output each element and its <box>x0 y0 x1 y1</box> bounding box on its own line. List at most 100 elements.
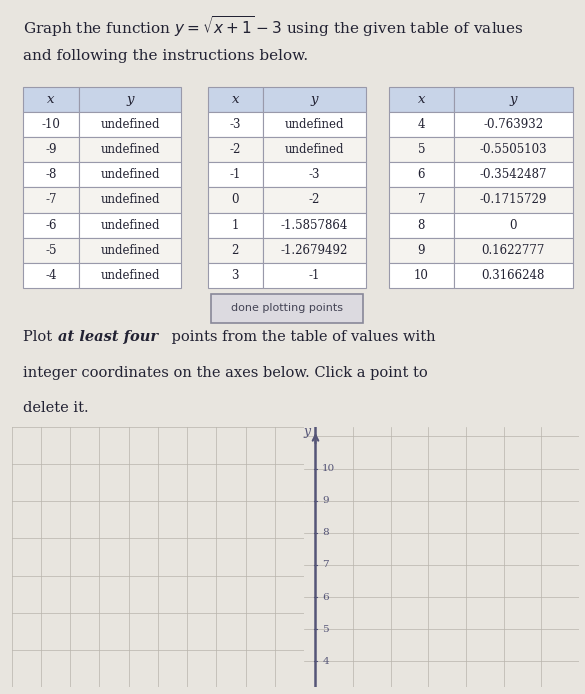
Bar <box>208 87 263 112</box>
Bar <box>23 112 78 137</box>
Bar <box>453 237 573 263</box>
Text: 6: 6 <box>322 593 329 602</box>
Text: -10: -10 <box>42 118 60 131</box>
Text: integer coordinates on the axes below. Click a point to: integer coordinates on the axes below. C… <box>23 366 428 380</box>
Text: -0.5505103: -0.5505103 <box>480 143 547 156</box>
Bar <box>389 237 453 263</box>
Bar <box>453 212 573 238</box>
Text: undefined: undefined <box>100 169 160 181</box>
Bar <box>389 212 453 238</box>
Text: 4: 4 <box>418 118 425 131</box>
Text: x: x <box>418 93 425 105</box>
Text: -3: -3 <box>308 169 320 181</box>
Text: undefined: undefined <box>100 269 160 282</box>
Text: -8: -8 <box>46 169 57 181</box>
Bar <box>208 137 263 162</box>
Bar <box>389 162 453 187</box>
Text: y: y <box>311 93 318 105</box>
Bar <box>23 263 78 288</box>
Text: 9: 9 <box>322 496 329 505</box>
Text: 7: 7 <box>418 194 425 206</box>
Text: 2: 2 <box>232 244 239 257</box>
Text: 0: 0 <box>232 194 239 206</box>
Text: 3: 3 <box>232 269 239 282</box>
Bar <box>23 87 78 112</box>
Text: y: y <box>510 93 517 105</box>
Text: 0: 0 <box>510 219 517 232</box>
Text: -0.3542487: -0.3542487 <box>480 169 547 181</box>
Bar <box>389 263 453 288</box>
Text: 9: 9 <box>418 244 425 257</box>
Bar <box>389 87 453 112</box>
Text: -1.2679492: -1.2679492 <box>281 244 348 257</box>
Bar <box>78 162 181 187</box>
Bar <box>23 137 78 162</box>
Bar <box>263 212 366 238</box>
Text: undefined: undefined <box>100 118 160 131</box>
Text: at least four: at least four <box>58 330 159 344</box>
Text: -5: -5 <box>45 244 57 257</box>
Bar <box>23 237 78 263</box>
Bar <box>78 87 181 112</box>
Text: y: y <box>304 425 311 438</box>
Text: -1.5857864: -1.5857864 <box>281 219 348 232</box>
Text: done plotting points: done plotting points <box>230 303 343 313</box>
Bar <box>208 263 263 288</box>
Text: 0.1622777: 0.1622777 <box>481 244 545 257</box>
Text: undefined: undefined <box>284 143 344 156</box>
Bar <box>453 187 573 212</box>
Text: -6: -6 <box>45 219 57 232</box>
Bar <box>263 237 366 263</box>
Text: undefined: undefined <box>100 219 160 232</box>
Text: undefined: undefined <box>100 194 160 206</box>
Text: -0.1715729: -0.1715729 <box>480 194 547 206</box>
Bar <box>208 162 263 187</box>
Text: -4: -4 <box>45 269 57 282</box>
Text: x: x <box>47 93 55 105</box>
Bar <box>453 112 573 137</box>
Bar <box>208 187 263 212</box>
Text: y: y <box>126 93 134 105</box>
Text: -1: -1 <box>230 169 241 181</box>
Text: 6: 6 <box>418 169 425 181</box>
Bar <box>389 137 453 162</box>
Text: 8: 8 <box>322 528 329 537</box>
Text: Plot: Plot <box>23 330 57 344</box>
Text: undefined: undefined <box>100 244 160 257</box>
Bar <box>23 187 78 212</box>
Text: Graph the function $y = \sqrt{x+1} - 3$ using the given table of values: Graph the function $y = \sqrt{x+1} - 3$ … <box>23 14 524 39</box>
Text: 7: 7 <box>322 561 329 570</box>
Bar <box>263 87 366 112</box>
Bar <box>23 212 78 238</box>
Bar <box>208 237 263 263</box>
Text: 0.3166248: 0.3166248 <box>481 269 545 282</box>
Bar <box>263 187 366 212</box>
Bar <box>453 87 573 112</box>
Text: -0.763932: -0.763932 <box>483 118 543 131</box>
Bar <box>78 237 181 263</box>
Bar <box>78 212 181 238</box>
Bar <box>389 112 453 137</box>
Bar <box>208 112 263 137</box>
Text: -2: -2 <box>230 143 241 156</box>
Text: 5: 5 <box>322 625 329 634</box>
Text: 1: 1 <box>232 219 239 232</box>
Text: -9: -9 <box>45 143 57 156</box>
Bar <box>263 137 366 162</box>
Text: x: x <box>232 93 239 105</box>
Text: undefined: undefined <box>100 143 160 156</box>
Text: -3: -3 <box>229 118 241 131</box>
Text: delete it.: delete it. <box>23 400 89 415</box>
Text: 8: 8 <box>418 219 425 232</box>
Bar <box>453 263 573 288</box>
Bar <box>78 137 181 162</box>
Text: and following the instructions below.: and following the instructions below. <box>23 49 308 62</box>
Bar <box>78 187 181 212</box>
Text: -7: -7 <box>45 194 57 206</box>
Text: points from the table of values with: points from the table of values with <box>167 330 435 344</box>
Bar <box>263 263 366 288</box>
Bar <box>78 112 181 137</box>
Bar <box>263 112 366 137</box>
Text: -1: -1 <box>309 269 320 282</box>
Bar <box>208 212 263 238</box>
